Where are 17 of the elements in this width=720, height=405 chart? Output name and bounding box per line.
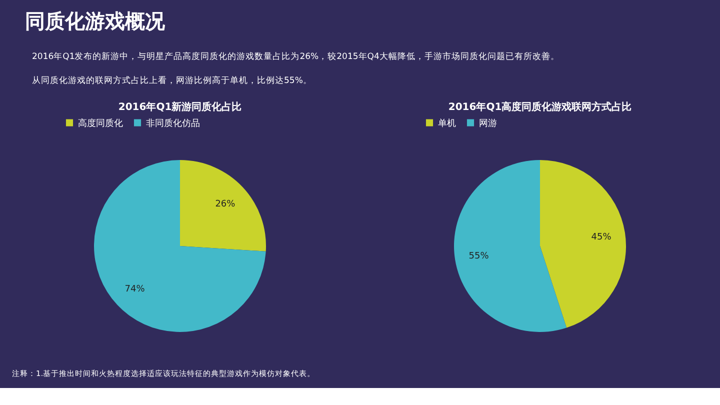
pie-slice: [454, 160, 567, 332]
data-label: 45%: [591, 232, 612, 242]
data-label: 26%: [215, 200, 236, 210]
text: 同质化游戏概况: [25, 9, 166, 33]
legend-label: 单机: [438, 118, 456, 129]
data-label: 74%: [124, 284, 146, 294]
chart-title: 2016年Q1高度同质化游戏联网方式占比: [448, 101, 632, 113]
text: 2016年Q1发布的新游中，与明星产品高度同质化的游戏数量占比为26%，较2015年Q4大幅降低，手游市场同质化问题已有所改善。: [32, 51, 560, 62]
pie-slice: [540, 160, 626, 328]
pie-slice: [180, 160, 266, 252]
legend-label: 高度同质化: [78, 118, 123, 129]
chart-title: 2016年Q1新游同质化占比: [118, 101, 242, 113]
data-label: 55%: [468, 252, 490, 262]
legend-label: 非同质化仿品: [146, 118, 200, 129]
text: 从同质化游戏的联网方式占比上看，网游比例高于单机，比例达55%。: [32, 75, 312, 86]
legend-label: 网游: [479, 118, 497, 129]
pie-slice: [94, 160, 266, 332]
